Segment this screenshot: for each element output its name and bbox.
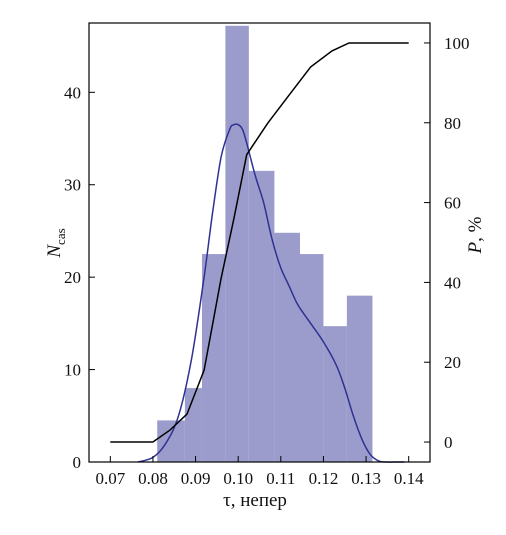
right-y-axis-ticks: 0 20 40 60 80 100 (424, 34, 470, 452)
y-right-tick-label-4: 60 (444, 194, 461, 213)
y-left-tick-label-5: 40 (64, 83, 81, 102)
y-right-tick-label-6: 100 (444, 34, 470, 53)
x-tick-label-7: 0.13 (351, 469, 381, 488)
x-tick-label-6: 0.12 (309, 469, 339, 488)
histogram-bar-3 (201, 254, 226, 462)
histogram-bar-9 (346, 295, 373, 462)
y-right-tick-label-5: 80 (444, 114, 461, 133)
histogram-bars (157, 25, 373, 462)
x-tick-label-1: 0.07 (95, 469, 125, 488)
x-axis-title: τ, непер (223, 490, 287, 511)
y-left-tick-label-1: 0 (73, 453, 82, 472)
histogram-bar-1 (157, 420, 185, 462)
y-left-tick-label-4: 30 (64, 176, 81, 195)
plot-frame (88, 22, 431, 463)
x-tick-label-2: 0.08 (138, 469, 168, 488)
y-right-tick-label-3: 40 (444, 273, 461, 292)
density-curve (137, 123, 405, 463)
x-tick-label-3: 0.09 (181, 469, 211, 488)
y-right-tick-label-1: 0 (444, 433, 453, 452)
y-left-tick-label-3: 20 (64, 268, 81, 287)
histogram-bar-4 (225, 25, 249, 462)
histogram-bar-7 (299, 254, 324, 462)
histogram-bar-6 (274, 232, 300, 462)
left-y-axis-title: Ncas (44, 228, 68, 258)
y-right-tick-label-2: 20 (444, 353, 461, 372)
cumulative-percent-curve (110, 42, 409, 443)
x-tick-label-4: 0.10 (223, 469, 253, 488)
x-axis-ticks: 0.07 0.08 0.09 0.10 0.11 0.12 0.13 0.14 (95, 456, 424, 488)
histogram-bar-5 (248, 170, 275, 462)
left-y-axis-ticks: 0 10 20 30 40 (64, 83, 95, 472)
y-left-tick-label-2: 10 (64, 361, 81, 380)
x-tick-label-8: 0.14 (394, 469, 424, 488)
x-tick-label-5: 0.11 (266, 469, 295, 488)
right-y-axis-title: P, % (465, 216, 486, 254)
histogram-bar-8 (323, 326, 347, 462)
